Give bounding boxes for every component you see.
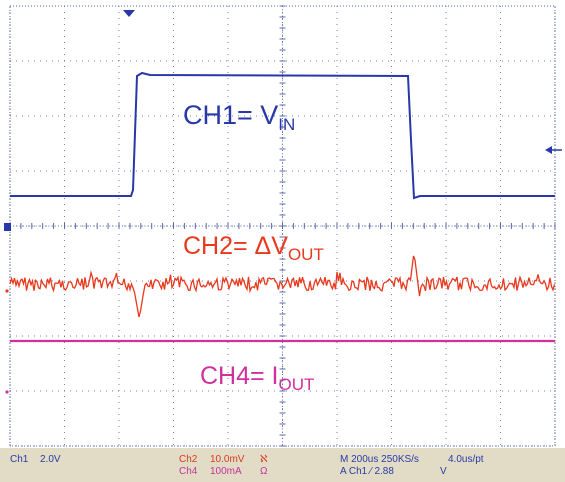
ch1-trace (10, 71, 555, 200)
ch2-coupling: ℵ (260, 454, 268, 465)
ch1-ground-marker-icon (4, 223, 11, 231)
ch4-label: CH4= IOUT (200, 362, 315, 394)
graticule (4, 5, 562, 447)
ch1-scale: 2.0V (40, 454, 61, 465)
ch4-name: Ch4 (179, 466, 198, 477)
timebase-readout: M 200us 250KS/s (340, 454, 419, 465)
ch2-ground-marker-icon (5, 289, 9, 293)
ch4-coupling: Ω (260, 466, 268, 477)
ch1-name: Ch1 (10, 454, 29, 465)
ch4-ground-marker-icon (5, 390, 9, 394)
waveform-screen: CH1= VIN CH2= ΔVOUT CH4= IOUT (4, 5, 562, 447)
trigger-unit: V (440, 466, 447, 477)
ch2-label: CH2= ΔVOUT (183, 232, 324, 264)
ch1-label: CH1= VIN (183, 100, 296, 134)
sample-interval-readout: 4.0us/pt (448, 454, 484, 465)
trigger-level-arrow-icon (545, 146, 552, 154)
ch4-scale: 100mA (210, 466, 242, 477)
trigger-readout: A Ch1 ⁄ 2.88 (340, 466, 394, 477)
ch2-trace (9, 255, 556, 318)
status-bar: Ch1 2.0V Ch2 10.0mV ℵ Ch4 100mA Ω M 200u… (0, 448, 565, 482)
ch2-name: Ch2 (179, 454, 198, 465)
ch2-scale: 10.0mV (210, 454, 245, 465)
trigger-position-icon (123, 10, 135, 17)
